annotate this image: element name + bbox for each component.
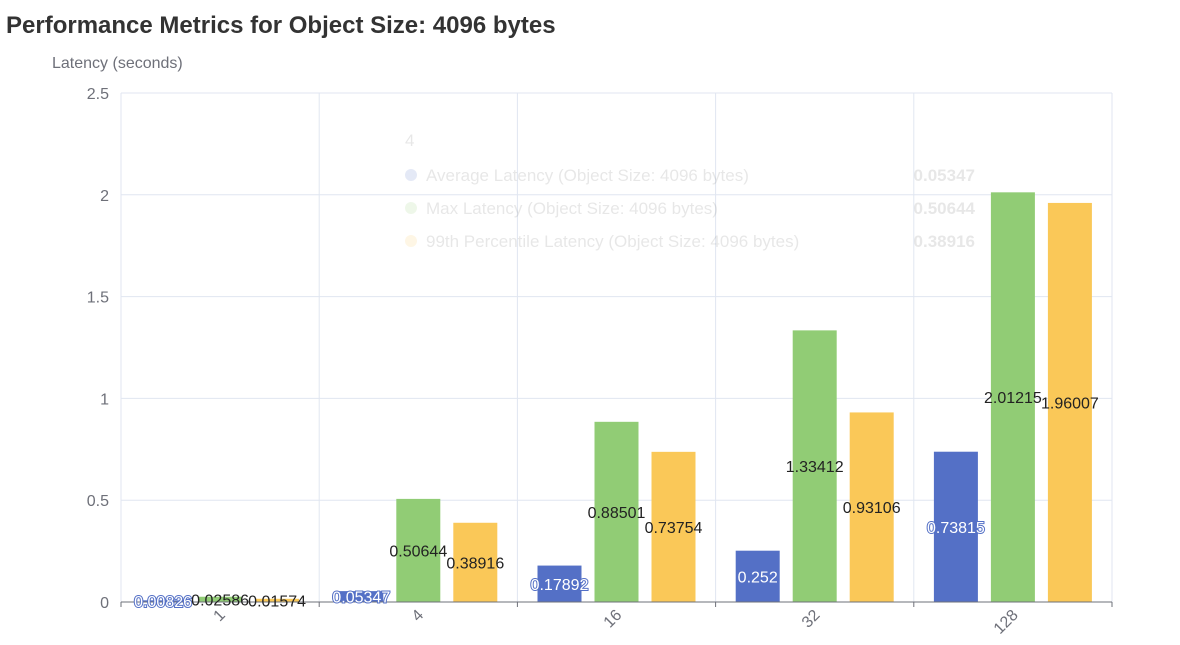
y-tick-label: 0 <box>100 595 109 612</box>
grid-lines <box>120 92 1113 602</box>
y-tick-label: 1.5 <box>87 290 109 307</box>
tooltip-ghost: 4 Average Latency (Object Size: 4096 byte… <box>405 131 976 251</box>
tooltip-marker <box>405 202 417 214</box>
y-tick-label: 2 <box>100 188 109 205</box>
bar <box>792 330 837 602</box>
bar-value-label: 0.01574 <box>248 593 306 610</box>
tooltip-value: 0.05347 <box>914 166 975 185</box>
bar-value-label: 0.50644 <box>389 543 447 560</box>
bar <box>255 598 300 602</box>
bar-value-label: 0.88501 <box>588 505 646 522</box>
bar-value-label: 0.17892 <box>531 577 589 594</box>
x-tick-label: 16 <box>601 607 626 632</box>
x-tick-label: 1 <box>211 607 229 625</box>
bar <box>396 498 441 602</box>
x-tick-label: 4 <box>409 607 427 625</box>
y-tick-label: 1 <box>100 391 109 408</box>
bar-value-label: 2.01215 <box>984 390 1042 407</box>
tooltip-marker <box>405 169 417 181</box>
tooltip-series-name: 99th Percentile Latency (Object Size: 40… <box>426 232 799 251</box>
y-tick-label: 2.5 <box>87 86 109 103</box>
bar <box>651 451 696 602</box>
bar <box>594 421 639 602</box>
bar <box>453 522 498 602</box>
tooltip-value: 0.50644 <box>914 199 976 218</box>
y-tick-label: 0.5 <box>87 493 109 510</box>
bar-value-label: 0.252 <box>738 569 778 586</box>
x-tick-label: 32 <box>799 607 824 632</box>
bar <box>849 412 894 602</box>
bar <box>990 192 1035 602</box>
bar-value-label: 1.33412 <box>786 459 844 476</box>
tooltip-marker <box>405 235 417 247</box>
bar-value-label: 0.00826 <box>134 594 192 611</box>
bar <box>339 591 384 602</box>
bar-value-label: 0.38916 <box>446 555 504 572</box>
bar-value-label: 0.93106 <box>843 500 901 517</box>
bar <box>1047 202 1092 602</box>
data-labels: 0.00826 0.05347 0.17892 0.252 0.73815 0.02586… <box>133 390 1099 612</box>
bar-value-label: 0.73815 <box>927 520 985 537</box>
chart-title: Performance Metrics for Object Size: 409… <box>6 12 556 39</box>
x-tick-label: 128 <box>991 607 1022 638</box>
tooltip-title: 4 <box>405 131 414 150</box>
bar-value-label: 0.05347 <box>332 590 390 607</box>
bar <box>141 600 186 602</box>
bar <box>198 596 243 602</box>
tooltip-series-name: Average Latency (Object Size: 4096 bytes… <box>426 166 749 185</box>
bar-value-label: 0.02586 <box>191 592 249 609</box>
tooltip-series-name: Max Latency (Object Size: 4096 bytes) <box>426 199 718 218</box>
bars <box>141 192 1092 602</box>
bar <box>933 451 978 602</box>
y-axis-label: Latency (seconds) <box>52 55 183 72</box>
bar-value-label: 0.73754 <box>645 520 703 537</box>
bar <box>537 565 582 602</box>
bar-value-label: 1.96007 <box>1041 395 1099 412</box>
tooltip-value: 0.38916 <box>914 232 975 251</box>
tooltip-box: 4 Average Latency (Object Size: 4096 byte… <box>405 131 976 251</box>
bar <box>735 550 780 602</box>
